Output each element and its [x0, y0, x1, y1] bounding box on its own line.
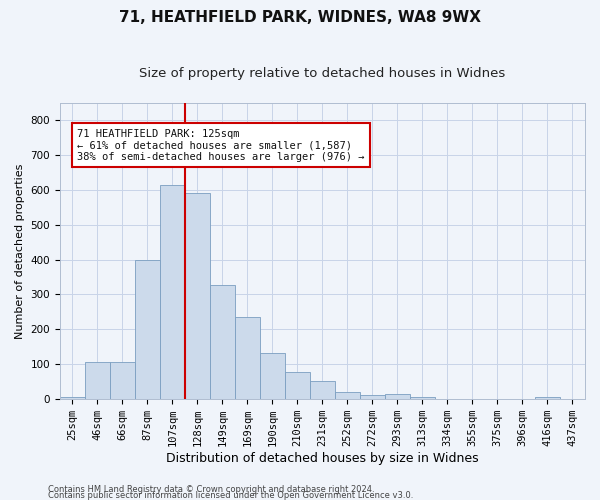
Y-axis label: Number of detached properties: Number of detached properties [15, 163, 25, 338]
Title: Size of property relative to detached houses in Widnes: Size of property relative to detached ho… [139, 68, 506, 80]
Bar [85, 362, 110, 399]
Bar [335, 392, 360, 399]
Text: 71, HEATHFIELD PARK, WIDNES, WA8 9WX: 71, HEATHFIELD PARK, WIDNES, WA8 9WX [119, 10, 481, 25]
Text: 71 HEATHFIELD PARK: 125sqm
← 61% of detached houses are smaller (1,587)
38% of s: 71 HEATHFIELD PARK: 125sqm ← 61% of deta… [77, 128, 364, 162]
Bar [135, 260, 160, 399]
Bar [260, 353, 285, 399]
Text: Contains HM Land Registry data © Crown copyright and database right 2024.: Contains HM Land Registry data © Crown c… [48, 485, 374, 494]
X-axis label: Distribution of detached houses by size in Widnes: Distribution of detached houses by size … [166, 452, 479, 465]
Text: Contains public sector information licensed under the Open Government Licence v3: Contains public sector information licen… [48, 491, 413, 500]
Bar [285, 372, 310, 399]
Bar [110, 362, 135, 399]
Bar [310, 381, 335, 399]
Bar [210, 284, 235, 399]
Bar [60, 398, 85, 399]
Bar [235, 317, 260, 399]
Bar [160, 185, 185, 399]
Bar [360, 394, 385, 399]
Bar [535, 397, 560, 399]
Bar [385, 394, 410, 399]
Bar [185, 193, 210, 399]
Bar [410, 398, 435, 399]
